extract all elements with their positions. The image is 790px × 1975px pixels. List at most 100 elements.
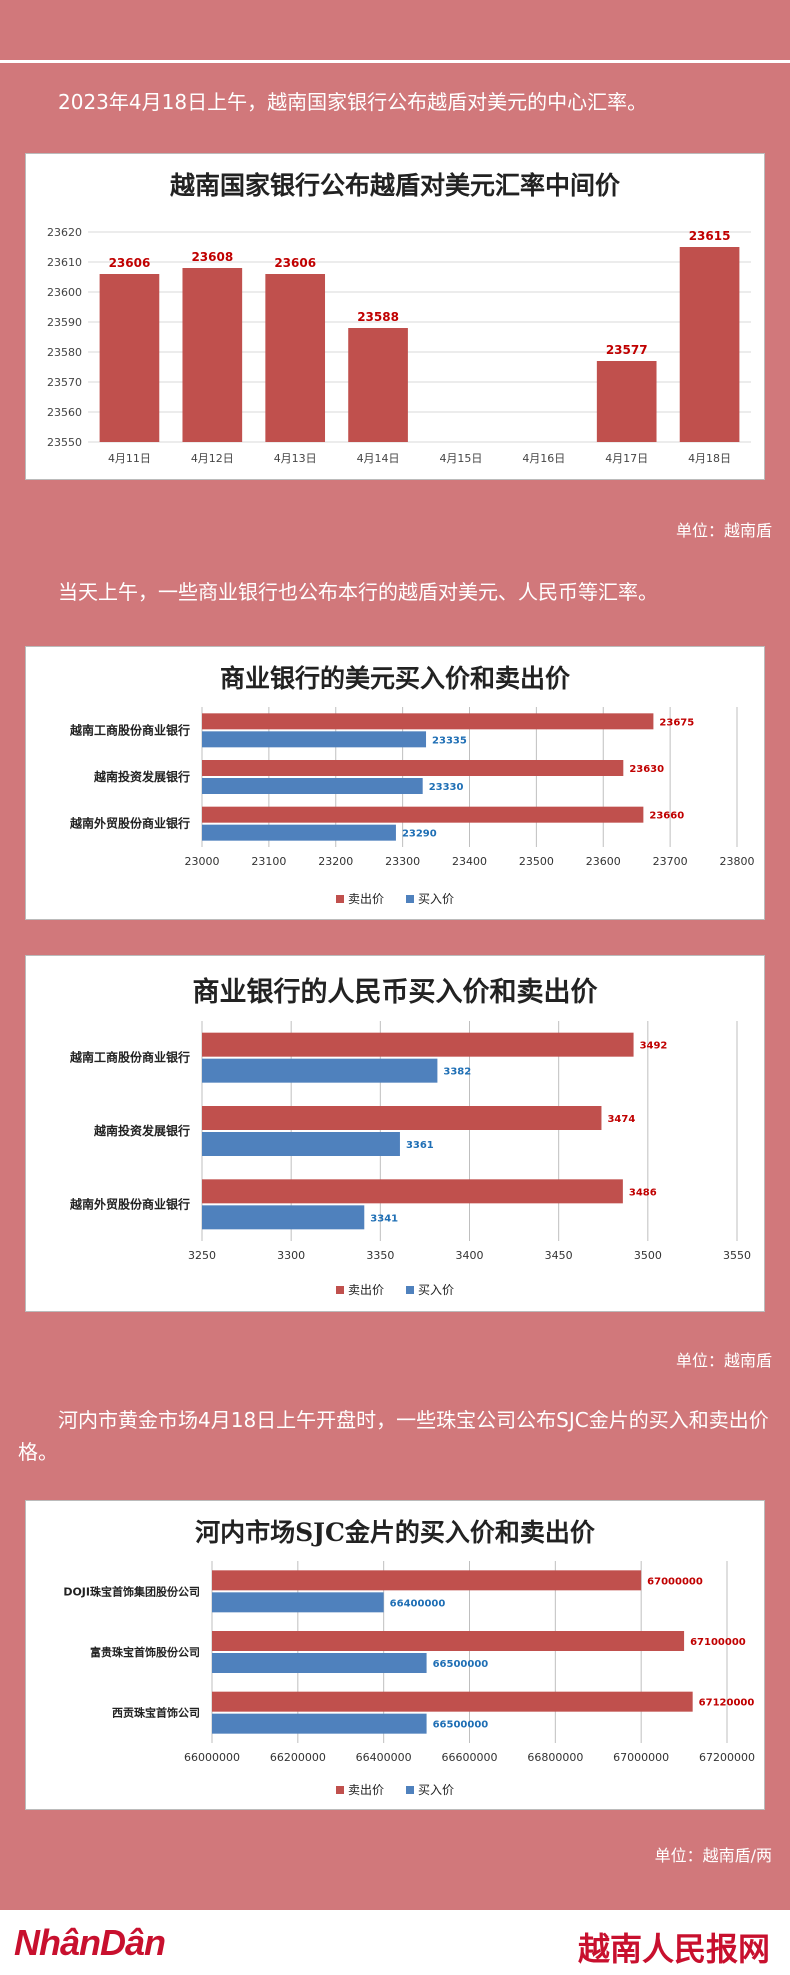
legend-swatch <box>336 1786 344 1794</box>
y-tick-label: 23570 <box>47 376 82 389</box>
legend-label: 买入价 <box>418 1283 454 1297</box>
data-label: 3474 <box>607 1114 635 1125</box>
bar <box>202 1132 400 1156</box>
bar <box>99 274 160 442</box>
data-label: 67100000 <box>690 1637 746 1648</box>
x-tick-label: 3500 <box>634 1249 662 1262</box>
chart-title: 河内市场SJC金片的买入价和卖出价 <box>195 1518 595 1547</box>
data-label: 23630 <box>629 764 664 775</box>
nhandan-logo[interactable]: NhânDân <box>14 1922 166 1963</box>
x-tick-label: 4月11日 <box>108 452 151 465</box>
bar <box>202 1058 438 1083</box>
intro-paragraph-2: 当天上午，一些商业银行也公布本行的越盾对美元、人民币等汇率。 <box>58 580 658 604</box>
bar <box>202 1205 365 1230</box>
category-label: 越南外贸股份商业银行 <box>69 1196 190 1211</box>
data-label: 23588 <box>357 310 399 324</box>
data-label: 23330 <box>429 782 464 793</box>
data-label: 66500000 <box>433 1659 489 1670</box>
bar <box>212 1713 427 1734</box>
chart-panel-usd-rates: 商业银行的美元买入价和卖出价 23000 23100 23200 23300 23400… <box>25 646 765 920</box>
x-tick-label: 4月15日 <box>439 452 482 465</box>
bar <box>212 1691 693 1712</box>
chart-panel-cny-rates: 商业银行的人民币买入价和卖出价 3250 3300 3350 3400 3450 3500… <box>25 955 765 1312</box>
y-tick-label: 23610 <box>47 256 82 269</box>
category-label: 越南投资发展银行 <box>93 1123 190 1138</box>
x-tick-label: 66400000 <box>356 1751 412 1764</box>
x-tick-label: 66600000 <box>442 1751 498 1764</box>
bar <box>202 778 423 794</box>
bar <box>202 1032 634 1057</box>
legend-swatch <box>406 1286 414 1294</box>
bar <box>212 1631 685 1651</box>
central-rate-chart: 23550 23560 23570 23580 23590 23600 23610 23620… <box>47 226 751 465</box>
category-label: 富贵珠宝首饰股份公司 <box>90 1645 200 1659</box>
data-label: 23606 <box>109 256 151 270</box>
data-label: 23615 <box>689 229 731 243</box>
bar <box>679 247 740 442</box>
chart-title: 商业银行的人民币买入价和卖出价 <box>192 977 598 1008</box>
bar <box>202 1106 602 1130</box>
bar <box>202 731 427 748</box>
bar <box>202 806 644 823</box>
usd-rates-chart: 23000 23100 23200 23300 23400 23500 23600 23700… <box>69 707 755 906</box>
chart-title: 商业银行的美元买入价和卖出价 <box>219 664 570 693</box>
unit-label-2: 单位：越南盾 <box>675 1351 772 1370</box>
x-tick-label: 4月14日 <box>357 452 400 465</box>
bar <box>182 268 243 442</box>
bar <box>212 1592 384 1613</box>
top-divider <box>0 60 790 63</box>
x-tick-label: 67200000 <box>699 1751 755 1764</box>
x-tick-label: 66000000 <box>184 1751 240 1764</box>
data-label: 23675 <box>659 717 694 728</box>
site-logo[interactable]: 越南人民报网 <box>577 1930 770 1968</box>
data-label: 23608 <box>191 250 233 264</box>
data-label: 67120000 <box>699 1698 755 1709</box>
data-label: 23577 <box>606 343 648 357</box>
data-label: 3486 <box>629 1187 657 1198</box>
legend-label: 买入价 <box>418 1783 454 1797</box>
gold-prices-chart: 66000000 66200000 66400000 66600000 66800000… <box>63 1561 755 1797</box>
cny-rates-chart: 3250 3300 3350 3400 3450 3500 3550 3492 3382 越南工商… <box>69 1021 751 1297</box>
x-tick-label: 4月12日 <box>191 452 234 465</box>
x-tick-label: 4月16日 <box>522 452 565 465</box>
data-label: 66400000 <box>390 1598 446 1609</box>
y-tick-label: 23560 <box>47 406 82 419</box>
x-tick-label: 67000000 <box>613 1751 669 1764</box>
x-tick-label: 23800 <box>720 855 755 868</box>
x-tick-label: 3400 <box>456 1249 484 1262</box>
footer-bar: NhânDân 越南人民报网 <box>0 1910 790 1975</box>
intro-paragraph-1: 2023年4月18日上午，越南国家银行公布越盾对美元的中心汇率。 <box>58 90 648 114</box>
legend-label: 卖出价 <box>348 1783 384 1797</box>
category-label: DOJI珠宝首饰集团股份公司 <box>63 1584 200 1598</box>
unit-label-1: 单位：越南盾 <box>675 521 772 540</box>
data-label: 23606 <box>274 256 316 270</box>
data-label: 23660 <box>649 811 684 822</box>
x-tick-label: 23300 <box>385 855 420 868</box>
bar <box>265 274 326 442</box>
chart-panel-central-rate: 越南国家银行公布越盾对美元汇率中间价 23550 23560 23570 23580 2… <box>25 153 765 480</box>
x-tick-label: 23600 <box>586 855 621 868</box>
y-tick-label: 23590 <box>47 316 82 329</box>
x-tick-label: 23100 <box>251 855 286 868</box>
x-tick-label: 23200 <box>318 855 353 868</box>
x-tick-label: 66200000 <box>270 1751 326 1764</box>
x-tick-label: 3350 <box>366 1249 394 1262</box>
chart-title: 越南国家银行公布越盾对美元汇率中间价 <box>169 171 620 200</box>
y-tick-label: 23600 <box>47 286 82 299</box>
legend-swatch <box>336 895 344 903</box>
legend-label: 卖出价 <box>348 892 384 906</box>
x-tick-label: 66800000 <box>527 1751 583 1764</box>
data-label: 66500000 <box>433 1720 489 1731</box>
y-tick-label: 23620 <box>47 226 82 239</box>
bar <box>212 1653 427 1673</box>
legend-swatch <box>406 1786 414 1794</box>
data-label: 3341 <box>370 1213 398 1224</box>
x-tick-label: 23000 <box>185 855 220 868</box>
legend-swatch <box>406 895 414 903</box>
chart-panel-gold-prices: 河内市场SJC金片的买入价和卖出价 66000000 66200000 664000… <box>25 1500 765 1810</box>
legend-swatch <box>336 1286 344 1294</box>
bar <box>202 824 396 841</box>
x-tick-label: 23700 <box>653 855 688 868</box>
data-label: 23290 <box>402 829 437 840</box>
data-label: 23335 <box>432 735 467 746</box>
